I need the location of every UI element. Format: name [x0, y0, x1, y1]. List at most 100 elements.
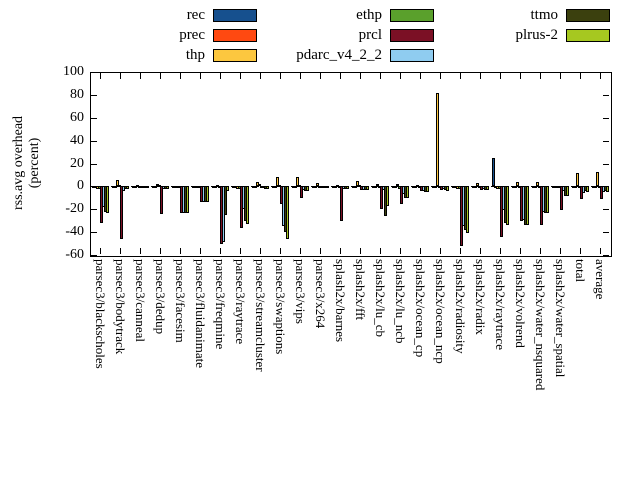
axis-tick [280, 248, 281, 254]
legend-label: ethp [356, 7, 382, 23]
axis-tick [220, 73, 221, 79]
legend-entry-pdarc_v4_2_2: pdarc_v4_2_2 [222, 46, 434, 64]
axis-tick [540, 248, 541, 254]
bar [226, 186, 229, 191]
bar [376, 184, 379, 187]
axis-tick [340, 248, 341, 254]
axis-tick [603, 209, 609, 211]
axis-tick [600, 248, 601, 254]
bar [536, 181, 539, 187]
bar [340, 186, 343, 221]
bar [334, 186, 337, 189]
bar [546, 186, 549, 213]
axis-tick [420, 248, 421, 254]
y-axis-tick-label: -40 [65, 224, 84, 240]
bar [300, 186, 303, 198]
bar [118, 185, 121, 188]
bar [216, 185, 219, 188]
x-axis-tick-label: parsec3/blackscholes [92, 259, 108, 369]
y-axis-tick-label: 40 [70, 132, 84, 148]
bar [466, 186, 469, 234]
axis-tick [300, 248, 301, 254]
legend-swatch-prcl [390, 28, 434, 42]
bar [380, 186, 383, 210]
bar [126, 186, 129, 189]
bar [366, 186, 369, 190]
x-axis-tick-label: splash2x/ocean_cp [412, 259, 428, 358]
legend-swatch-rec [213, 8, 257, 22]
x-axis-tick-label: parsec3/dedup [152, 259, 168, 335]
bar [154, 186, 157, 189]
axis-tick [91, 117, 97, 119]
axis-tick [100, 73, 101, 79]
axis-tick [400, 248, 401, 254]
bar [506, 186, 509, 226]
bar [356, 180, 359, 187]
bar [246, 186, 249, 225]
axis-tick [120, 73, 121, 79]
bar [146, 186, 149, 189]
axis-tick [91, 209, 97, 211]
axis-tick [91, 94, 97, 96]
bar [358, 185, 361, 188]
x-axis-tick-label: total [572, 259, 588, 283]
axis-tick [603, 117, 609, 119]
x-axis-tick-label: splash2x/water_spatial [552, 259, 568, 378]
bar [394, 186, 397, 189]
bar [576, 172, 579, 187]
bar [600, 186, 603, 199]
bar [314, 186, 317, 189]
bar [306, 186, 309, 191]
x-axis-tick-label: splash2x/lu_ncb [392, 259, 408, 344]
bar [158, 185, 161, 188]
legend-entry-ttmo: ttmo [398, 6, 610, 24]
bar [160, 186, 163, 214]
bar [206, 186, 209, 203]
x-axis-tick-label: parsec3/facesim [172, 259, 188, 343]
bar [474, 186, 477, 189]
bar [116, 179, 119, 187]
axis-tick [500, 248, 501, 254]
axis-tick [240, 73, 241, 79]
x-axis-tick-label: average [592, 259, 608, 300]
axis-tick [460, 248, 461, 254]
y-axis-tick-label: 100 [63, 64, 84, 79]
y-axis-tick-label: -60 [65, 247, 84, 262]
legend-entry-prec: prec [45, 26, 257, 44]
bar [400, 186, 403, 204]
bar [266, 186, 269, 189]
legend-entry-prcl: prcl [222, 26, 434, 44]
axis-tick [480, 73, 481, 79]
axis-tick [420, 73, 421, 79]
axis-tick [603, 140, 609, 142]
x-axis-tick-label: splash2x/lu_cb [372, 259, 388, 337]
bar [486, 186, 489, 190]
bar [346, 186, 349, 189]
axis-tick [440, 73, 441, 79]
bar [298, 185, 301, 188]
bar [286, 186, 289, 239]
axis-tick [580, 73, 581, 79]
axis-tick [320, 248, 321, 254]
axis-tick [91, 140, 97, 142]
bar [492, 157, 495, 187]
x-axis-tick-label: splash2x/fft [352, 259, 368, 321]
legend-label: plrus-2 [515, 27, 559, 43]
axis-tick [440, 248, 441, 254]
bar [354, 186, 357, 189]
axis-tick [140, 248, 141, 254]
bar [120, 186, 123, 239]
bar [560, 186, 563, 211]
bar [434, 186, 437, 189]
bar [386, 186, 389, 206]
axis-tick [520, 73, 521, 79]
legend-label: rec [186, 7, 205, 23]
legend-entry-rec: rec [45, 6, 257, 24]
bar [586, 186, 589, 193]
plot-area [90, 72, 612, 257]
bar [278, 185, 281, 188]
axis-tick [360, 248, 361, 254]
axis-tick [560, 248, 561, 254]
axis-tick [200, 248, 201, 254]
bar [274, 186, 277, 189]
